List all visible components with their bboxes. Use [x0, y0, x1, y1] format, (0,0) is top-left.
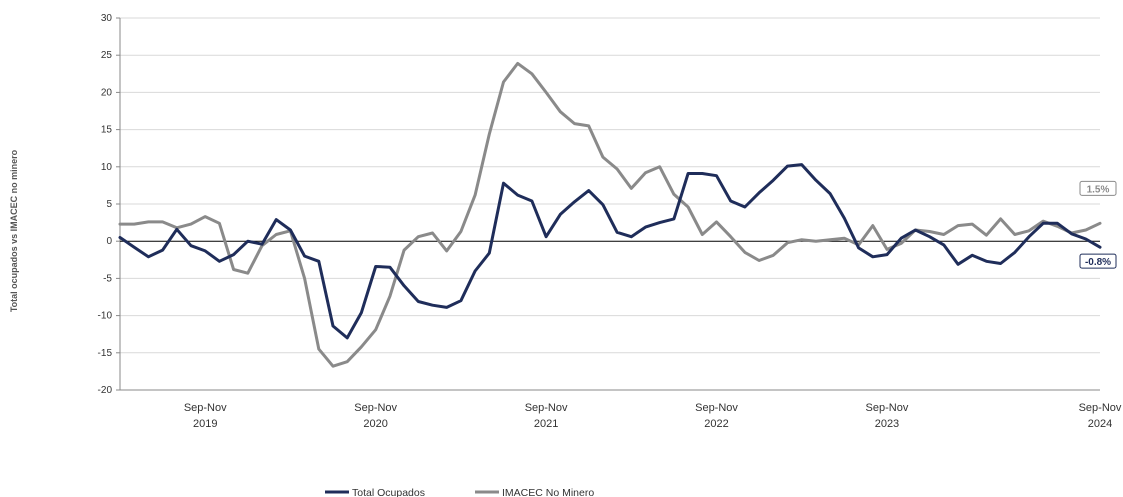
- end-label-box: [1079, 253, 1117, 269]
- x-tick-label-year: 2019: [193, 418, 217, 430]
- y-tick-label: 15: [101, 125, 113, 136]
- y-tick-label: 10: [101, 162, 113, 173]
- legend-item: Total Ocupados: [325, 487, 425, 497]
- x-tick-labels: Sep-Nov 2019 Sep-Nov 2020 Sep-Nov 2021 Sep-Nov…: [184, 402, 1122, 430]
- legend-label: Total Ocupados: [352, 487, 425, 497]
- y-tick-label: -20: [98, 385, 113, 396]
- x-tick-label-year: 2020: [363, 418, 387, 430]
- legend-label: IMACEC No Minero: [502, 487, 594, 497]
- y-tick-label: -5: [103, 273, 112, 284]
- y-tick-label: 5: [106, 199, 112, 210]
- end-label-text: -0.8%: [1085, 257, 1111, 268]
- y-tick-label: 25: [101, 50, 113, 61]
- end-value-labels: -0.8% 1.5%: [1079, 180, 1117, 269]
- y-tick-labels: 30 25 20 15 10 5 0 -5 -10 -15 -20: [98, 13, 120, 396]
- end-label-imacec-no-minero: 1.5%: [1079, 180, 1117, 196]
- y-tick-label: -10: [98, 311, 113, 322]
- x-tick-label-year: 2023: [875, 418, 899, 430]
- end-label-total-ocupados: -0.8%: [1079, 253, 1117, 269]
- y-axis-label: Total ocupados vs IMACEC no minero: [9, 149, 19, 312]
- y-tick-label: 30: [101, 13, 113, 24]
- x-tick-label: Sep-Nov: [354, 402, 397, 414]
- y-tick-label: 0: [106, 236, 112, 247]
- x-tick-label-year: 2024: [1088, 418, 1112, 430]
- legend-item: IMACEC No Minero: [475, 487, 594, 497]
- end-label-box: [1079, 180, 1117, 196]
- y-tick-label: 20: [101, 87, 113, 98]
- series-line-imacec-no-minero: [118, 61, 1102, 368]
- series-line-total-ocupados: [118, 163, 1102, 340]
- x-tick-label: Sep-Nov: [525, 402, 568, 414]
- x-tick-label: Sep-Nov: [695, 402, 738, 414]
- x-tick-label: Sep-Nov: [866, 402, 909, 414]
- legend: Total Ocupados IMACEC No Minero: [325, 487, 594, 497]
- x-tick-label-year: 2021: [534, 418, 558, 430]
- x-tick-label: Sep-Nov: [184, 402, 227, 414]
- y-tick-label: -15: [98, 348, 113, 359]
- end-label-text: 1.5%: [1087, 184, 1110, 195]
- series-lines: [118, 61, 1102, 368]
- x-tick-label: Sep-Nov: [1079, 402, 1122, 414]
- x-tick-label-year: 2022: [704, 418, 728, 430]
- gridlines: [120, 17, 1100, 354]
